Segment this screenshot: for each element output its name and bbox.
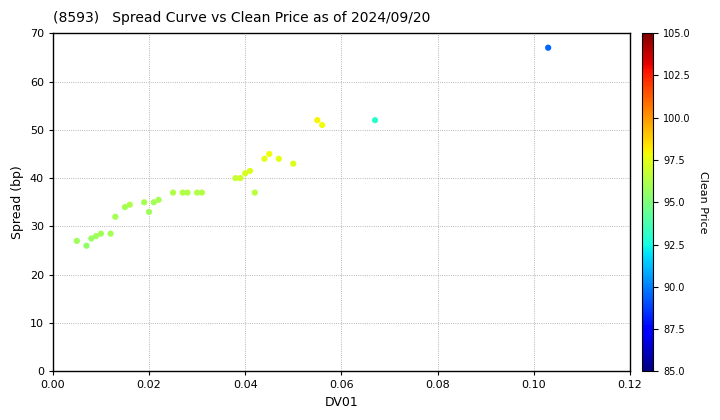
Point [369, 117, 381, 123]
Point [235, 175, 246, 181]
Point [148, 199, 160, 206]
Text: (8593)   Spread Curve vs Clean Price as of 2024/09/20: (8593) Spread Curve vs Clean Price as of… [53, 11, 430, 25]
Point [105, 230, 117, 237]
Point [143, 209, 155, 215]
Point [167, 189, 179, 196]
Point [86, 235, 97, 242]
Y-axis label: Spread (bp): Spread (bp) [11, 165, 24, 239]
Y-axis label: Clean Price: Clean Price [698, 171, 708, 234]
Point [258, 155, 270, 162]
Point [316, 122, 328, 129]
Point [177, 189, 189, 196]
X-axis label: DV01: DV01 [325, 396, 359, 409]
Point [109, 213, 121, 220]
Point [196, 189, 207, 196]
Point [153, 197, 164, 203]
Point [138, 199, 150, 206]
Point [249, 189, 261, 196]
Point [81, 242, 92, 249]
Point [120, 204, 131, 210]
Point [244, 168, 256, 174]
Point [287, 160, 299, 167]
Point [95, 230, 107, 237]
Point [71, 238, 83, 244]
Point [312, 117, 323, 123]
Point [542, 45, 554, 51]
Point [230, 175, 241, 181]
Point [240, 170, 251, 177]
Point [181, 189, 193, 196]
Point [124, 201, 135, 208]
Point [273, 155, 284, 162]
Point [264, 151, 275, 158]
Point [192, 189, 203, 196]
Point [90, 233, 102, 239]
